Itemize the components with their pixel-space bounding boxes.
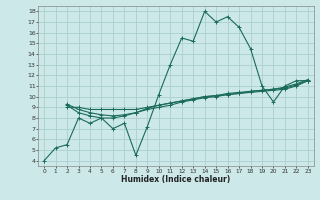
X-axis label: Humidex (Indice chaleur): Humidex (Indice chaleur) bbox=[121, 175, 231, 184]
